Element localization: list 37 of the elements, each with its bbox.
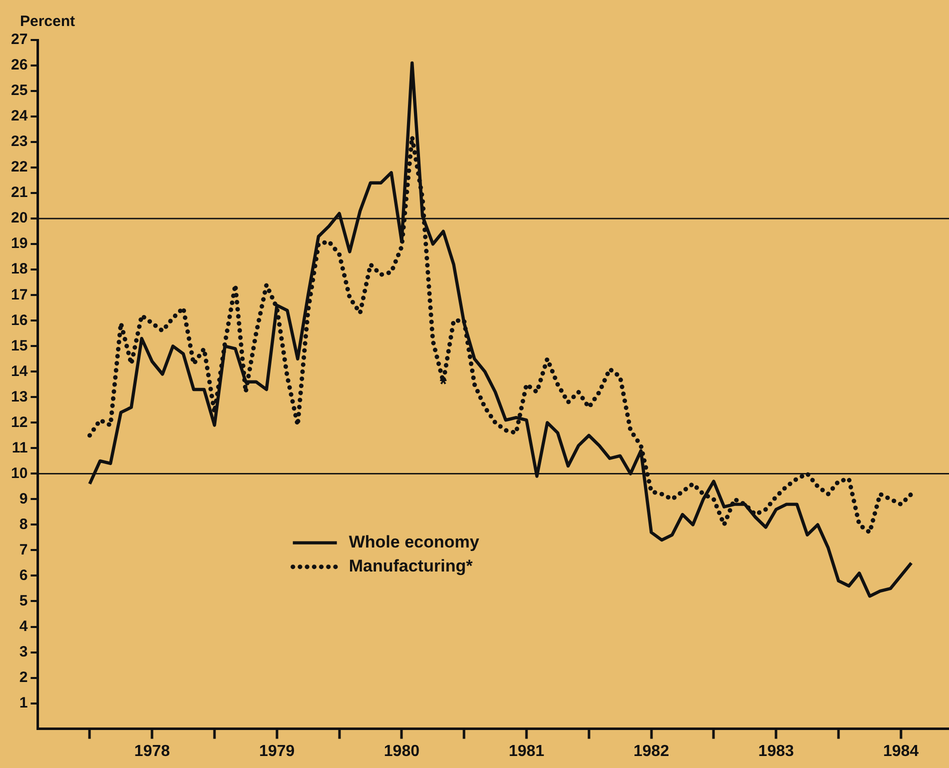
y-tick-label: 11 [12,439,28,456]
legend-label: Manufacturing* [348,556,473,576]
x-tick-label: 1981 [508,742,544,760]
x-tick-label: 1979 [259,742,295,760]
y-tick-label: 27 [10,31,28,48]
y-tick-label: 16 [10,312,28,329]
y-tick-label: 12 [10,414,28,431]
legend-label: Whole economy [348,532,480,552]
y-tick-label: 19 [10,235,28,252]
y-tick-label: 7 [19,541,28,558]
y-tick-label: 17 [10,286,28,304]
x-tick-label: 1980 [384,742,420,760]
y-tick-label: 3 [19,643,28,660]
x-tick-label: 1984 [883,742,919,760]
y-tick-label: 25 [10,82,28,100]
y-tick-label: 8 [19,516,28,533]
y-axis-title: Percent [20,13,76,30]
y-tick-label: 6 [19,566,28,584]
y-tick-label: 5 [19,592,28,610]
x-tick-label: 1978 [134,742,170,760]
y-tick-label: 10 [10,464,28,482]
y-tick-label: 1 [19,694,28,712]
y-tick-label: 13 [10,388,28,406]
y-tick-label: 2 [19,668,28,686]
y-tick-label: 4 [19,618,28,635]
y-tick-label: 22 [10,158,28,176]
x-tick-label: 1982 [634,742,670,760]
x-tick-label: 1983 [758,742,794,760]
y-tick-label: 23 [10,133,28,150]
y-tick-label: 9 [19,490,28,508]
y-tick-label: 24 [10,108,28,125]
y-tick-label: 14 [10,362,28,380]
y-tick-label: 18 [10,260,28,278]
y-tick-label: 15 [10,337,28,354]
y-tick-label: 20 [10,210,28,227]
y-tick-label: 26 [10,56,28,74]
y-tick-label: 21 [10,184,28,202]
